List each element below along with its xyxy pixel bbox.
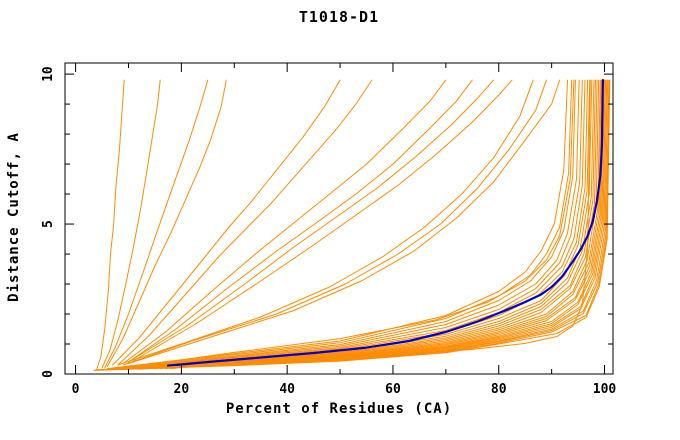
curve-model-06: [117, 79, 373, 366]
curve-model-08: [128, 79, 473, 363]
curve-model-26: [165, 79, 598, 370]
curve-model-21: [138, 79, 589, 370]
curve-model-17: [117, 79, 576, 370]
model-curves-group: [93, 78, 611, 371]
curve-model-14: [122, 79, 575, 369]
curve-model-20: [133, 79, 586, 370]
tick-labels-group: 0 20 40 60 80 100 0 5 10: [41, 66, 616, 397]
x-tick-label: 40: [279, 382, 295, 397]
curve-model-04: [106, 79, 227, 367]
x-tick-label: 80: [491, 382, 507, 397]
x-tick-label: 0: [72, 382, 80, 397]
x-tick-label: 60: [385, 382, 401, 397]
curve-model-05: [112, 79, 341, 366]
y-tick-label: 5: [41, 220, 56, 228]
curve-model-28: [138, 79, 601, 370]
curve-model-02: [101, 79, 161, 369]
curve-model-36: [96, 79, 609, 371]
curve-model-13: [128, 79, 561, 364]
curve-model-03: [104, 79, 209, 369]
x-tick-label: 100: [593, 382, 617, 397]
x-axis-title: Percent of Residues (CA): [225, 401, 453, 417]
curve-model-07: [122, 79, 447, 364]
curve-model-16: [112, 79, 573, 370]
curve-model-34: [101, 79, 607, 371]
curve-model-35: [101, 79, 608, 371]
curve-model-10: [133, 79, 513, 361]
y-tick-label: 10: [41, 66, 56, 82]
axes-frame-and-ticks: [64, 62, 614, 375]
curve-model-24: [154, 79, 595, 370]
curve-model-18: [122, 79, 580, 370]
curve-model-32: [106, 79, 605, 370]
curve-model-19: [128, 79, 583, 370]
curve-model-09: [128, 79, 494, 363]
curve-model-39: [93, 79, 611, 371]
plot-frame: [64, 62, 614, 375]
x-tick-label: 20: [174, 382, 190, 397]
curve-model-11: [117, 79, 534, 366]
chart-title: T1018-D1: [298, 8, 380, 26]
y-axis-title: Distance Cutoff, A: [6, 132, 22, 302]
curve-model-15: [106, 79, 568, 370]
curve-model-30: [117, 79, 603, 370]
curve-model-29: [128, 79, 602, 370]
y-tick-label: 0: [41, 370, 56, 378]
curve-model-01: [96, 79, 125, 370]
curve-best-model-highlight: [167, 78, 605, 367]
curve-model-12: [122, 79, 547, 366]
